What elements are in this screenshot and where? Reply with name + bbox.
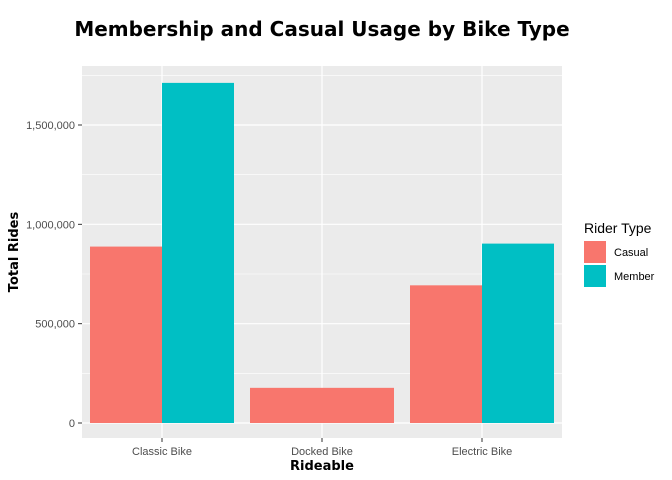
bar-member-classic-bike bbox=[162, 82, 234, 424]
legend-title: Rider Type bbox=[584, 220, 652, 236]
x-tick-label: Electric Bike bbox=[452, 446, 513, 458]
x-tick-label: Classic Bike bbox=[132, 446, 192, 458]
x-tick-label: Docked Bike bbox=[291, 446, 353, 458]
bar-casual-electric-bike bbox=[410, 285, 482, 423]
y-tick-label: 0 bbox=[69, 418, 75, 430]
bar-casual-docked-bike bbox=[250, 387, 394, 423]
bar-member-electric-bike bbox=[482, 243, 554, 423]
legend: Rider Type Casual Member bbox=[584, 220, 655, 287]
chart-title: Membership and Casual Usage by Bike Type bbox=[74, 17, 569, 41]
y-tick-label: 1,500,000 bbox=[26, 120, 75, 132]
y-axis: 0 500,000 1,000,000 1,500,000 bbox=[26, 120, 82, 430]
legend-label-casual: Casual bbox=[614, 247, 648, 259]
legend-key-member bbox=[584, 265, 606, 287]
legend-label-member: Member bbox=[614, 271, 655, 283]
y-tick-label: 500,000 bbox=[35, 319, 75, 331]
bars bbox=[90, 82, 554, 424]
legend-key-casual bbox=[584, 241, 606, 263]
bar-casual-classic-bike bbox=[90, 246, 162, 423]
y-tick-label: 1,000,000 bbox=[26, 219, 75, 231]
x-axis: Classic Bike Docked Bike Electric Bike bbox=[132, 438, 512, 458]
x-axis-title: Rideable bbox=[290, 459, 354, 474]
y-axis-title: Total Rides bbox=[7, 212, 22, 293]
